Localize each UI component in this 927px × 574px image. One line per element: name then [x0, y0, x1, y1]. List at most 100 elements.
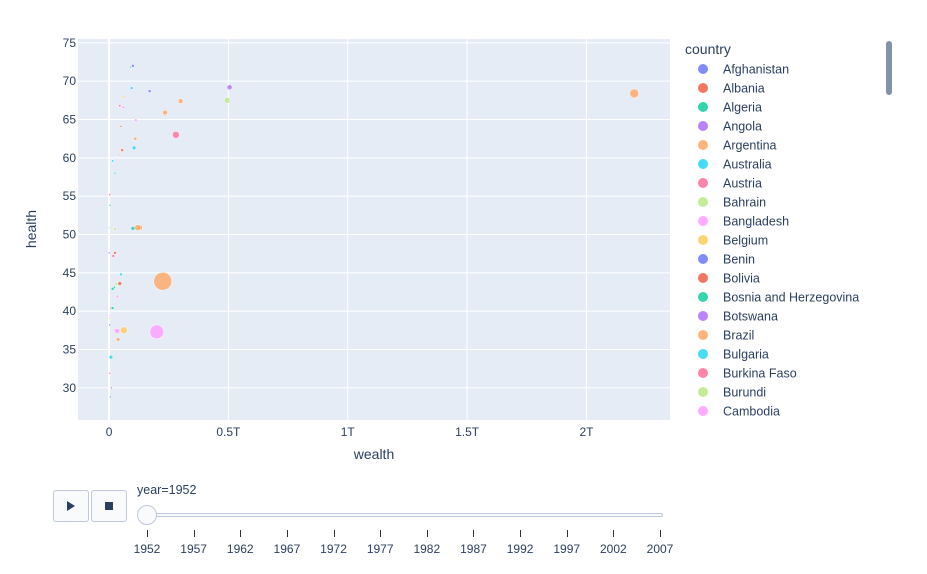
data-point[interactable] [172, 131, 180, 139]
data-point[interactable] [108, 204, 112, 207]
year-slider-handle[interactable] [137, 505, 157, 525]
data-point[interactable] [119, 272, 123, 277]
legend-item-label[interactable]: Algeria [723, 101, 762, 115]
data-point[interactable] [120, 326, 128, 335]
data-point[interactable] [118, 104, 122, 108]
legend-marker[interactable] [698, 64, 708, 74]
data-point[interactable] [110, 287, 115, 291]
data-point[interactable] [108, 323, 111, 327]
slider-tick-label[interactable]: 1977 [366, 542, 394, 556]
legend-item-label[interactable]: Botswana [723, 310, 778, 324]
data-point[interactable] [117, 281, 123, 286]
legend-item-label[interactable]: Bulgaria [723, 348, 769, 362]
data-point[interactable] [153, 271, 172, 291]
year-slider-track[interactable] [148, 513, 663, 517]
legend-marker[interactable] [698, 311, 708, 321]
data-point[interactable] [149, 324, 165, 340]
legend-item-label[interactable]: Afghanistan [723, 63, 789, 77]
slider-tick-label[interactable]: 1972 [320, 542, 347, 556]
data-point[interactable] [131, 145, 137, 151]
legend-item-label[interactable]: Burundi [723, 386, 766, 400]
legend-marker[interactable] [698, 83, 708, 93]
data-point[interactable] [108, 314, 112, 317]
legend-item-label[interactable]: Benin [723, 253, 755, 267]
slider-tick-label[interactable]: 2007 [646, 542, 674, 556]
data-point[interactable] [115, 337, 121, 342]
legend-item-label[interactable]: Albania [723, 82, 765, 96]
legend-item-label[interactable]: Bahrain [723, 196, 766, 210]
play-button[interactable] [53, 490, 89, 522]
legend-marker[interactable] [698, 216, 708, 226]
legend-item-label[interactable]: Belgium [723, 234, 768, 248]
data-point[interactable] [162, 109, 168, 116]
legend-item-label[interactable]: Australia [723, 158, 772, 172]
legend-scrollbar[interactable] [886, 41, 892, 95]
data-point[interactable] [121, 105, 126, 109]
legend-marker[interactable] [698, 273, 708, 283]
data-point[interactable] [110, 386, 113, 390]
data-point[interactable] [114, 328, 121, 334]
legend-item-label[interactable]: Austria [723, 177, 762, 191]
legend-marker[interactable] [698, 197, 708, 207]
data-point[interactable] [226, 84, 233, 91]
data-point[interactable] [629, 88, 639, 99]
data-point[interactable] [114, 282, 118, 287]
data-point[interactable] [121, 94, 125, 98]
legend-marker[interactable] [698, 292, 708, 302]
legend-marker[interactable] [698, 254, 708, 264]
legend-marker[interactable] [698, 235, 708, 245]
slider-tick-label[interactable]: 2002 [600, 542, 627, 556]
data-point[interactable] [130, 226, 136, 231]
data-point[interactable] [131, 64, 135, 68]
data-point[interactable] [129, 66, 132, 69]
legend-item-label[interactable]: Bosnia and Herzegovina [723, 291, 859, 305]
legend-marker[interactable] [698, 406, 708, 416]
legend-marker[interactable] [698, 349, 708, 359]
data-point[interactable] [111, 254, 116, 258]
data-point[interactable] [108, 193, 111, 196]
legend-item-label[interactable]: Burkina Faso [723, 367, 797, 381]
data-point[interactable] [108, 354, 114, 360]
slider-tick-label[interactable]: 1957 [180, 542, 207, 556]
legend-item-label[interactable]: Bangladesh [723, 215, 789, 229]
data-point[interactable] [120, 148, 124, 152]
legend-marker[interactable] [698, 368, 708, 378]
data-point[interactable] [111, 159, 115, 163]
legend-marker[interactable] [698, 387, 708, 397]
data-point[interactable] [134, 118, 138, 123]
legend-marker[interactable] [698, 140, 708, 150]
legend-marker[interactable] [698, 330, 708, 340]
data-point[interactable] [108, 251, 111, 255]
slider-tick-label[interactable]: 1997 [553, 542, 581, 556]
data-point[interactable] [223, 97, 231, 104]
legend-item-label[interactable]: Bolivia [723, 272, 760, 286]
data-point[interactable] [115, 294, 120, 299]
data-point[interactable] [147, 89, 152, 93]
data-point[interactable] [119, 125, 123, 128]
data-point[interactable] [113, 227, 117, 231]
slider-tick-label[interactable]: 1982 [413, 542, 441, 556]
data-point[interactable] [113, 171, 117, 175]
data-point[interactable] [117, 153, 120, 157]
legend-item-label[interactable]: Argentina [723, 139, 777, 153]
data-point[interactable] [129, 86, 134, 90]
slider-tick-label[interactable]: 1992 [506, 542, 534, 556]
legend-item-label[interactable]: Cambodia [723, 405, 780, 419]
data-point[interactable] [108, 371, 111, 375]
slider-tick-label[interactable]: 1987 [460, 542, 487, 556]
legend-item-label[interactable]: Brazil [723, 329, 754, 343]
data-point[interactable] [108, 226, 111, 229]
data-point[interactable] [109, 395, 112, 399]
legend-marker[interactable] [698, 159, 708, 169]
legend-marker[interactable] [698, 121, 708, 131]
legend-marker[interactable] [698, 178, 708, 188]
data-point[interactable] [133, 136, 138, 141]
slider-tick-label[interactable]: 1962 [226, 542, 254, 556]
data-point[interactable] [108, 317, 111, 321]
legend-item-label[interactable]: Angola [723, 120, 762, 134]
slider-tick-label[interactable]: 1967 [273, 542, 301, 556]
data-point[interactable] [113, 251, 117, 255]
data-point[interactable] [134, 224, 141, 231]
data-point[interactable] [110, 306, 115, 310]
data-point[interactable] [177, 98, 184, 104]
